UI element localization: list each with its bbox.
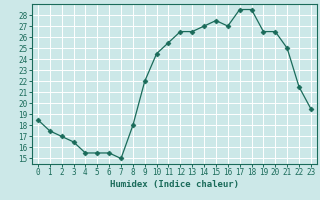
X-axis label: Humidex (Indice chaleur): Humidex (Indice chaleur) [110,180,239,189]
